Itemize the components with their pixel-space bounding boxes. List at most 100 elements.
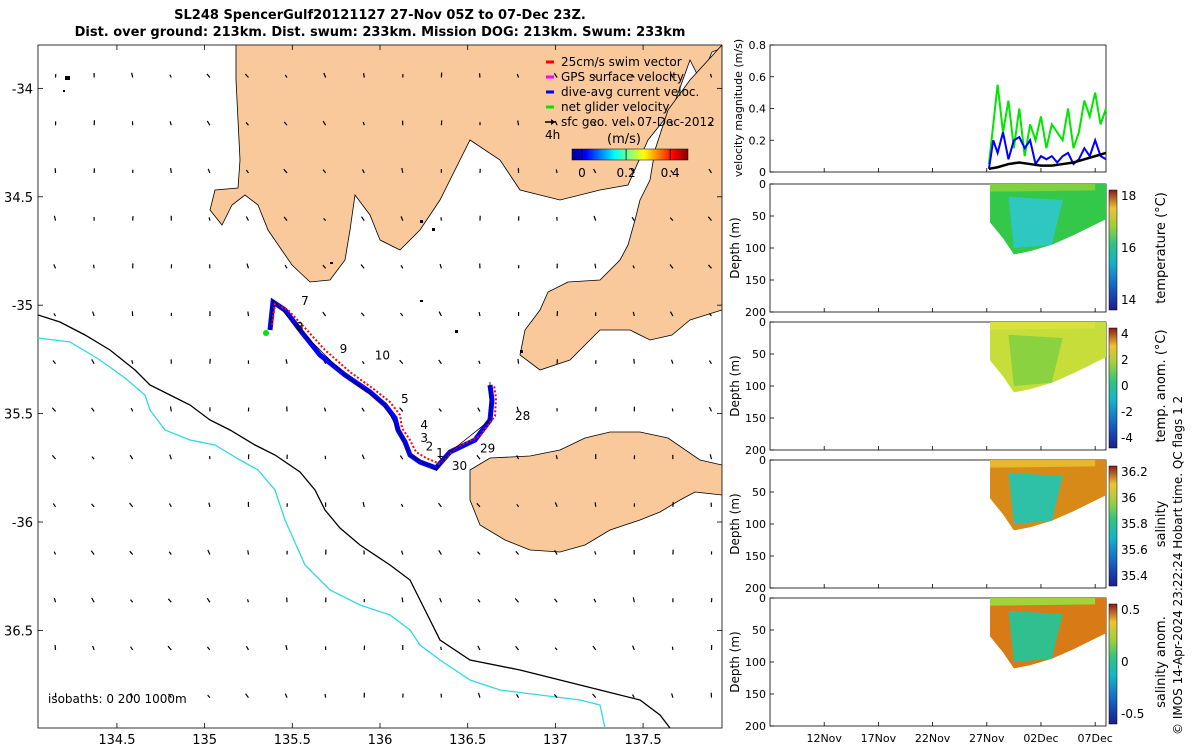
depth-ytick-label: 100 — [745, 518, 766, 531]
current-arrow — [247, 311, 250, 317]
current-arrow — [170, 167, 172, 174]
current-arrow — [594, 551, 597, 555]
current-arrow — [283, 121, 288, 126]
current-arrow — [631, 694, 635, 698]
current-arrow — [169, 74, 172, 78]
track-day-label: 9 — [340, 342, 348, 356]
depth-colorbar-tick-label: -0.5 — [1121, 707, 1144, 721]
depth-colorbar — [1108, 189, 1118, 311]
current-arrow — [360, 264, 365, 269]
time-tick-label: 12Nov — [806, 732, 842, 745]
time-axis: 12Nov 17Nov 22Nov 27Nov 02Dec 07Dec — [806, 168, 1113, 745]
depth-ylabel: Depth (m) — [728, 217, 742, 278]
map-xtick-label: 136.5 — [449, 733, 486, 748]
current-arrow — [206, 646, 211, 651]
current-arrow — [361, 407, 365, 412]
current-arrow — [516, 694, 520, 698]
current-arrow — [669, 121, 674, 126]
current-arrow — [322, 120, 327, 126]
depth-ytick-label: 50 — [752, 624, 766, 637]
velocity-series-line — [987, 132, 1107, 169]
velocity-panel: 0 0.2 0.4 0.6 0.8 velocity magnitude (m/s) — [732, 39, 1107, 179]
current-arrow — [168, 693, 172, 699]
current-arrow — [631, 74, 635, 78]
map-xtick-label: 136 — [368, 733, 393, 748]
current-arrow — [322, 169, 327, 174]
isobath-200m — [38, 314, 671, 728]
depth-colorbar-tick-label: 2 — [1121, 353, 1129, 367]
current-arrow — [515, 550, 520, 555]
current-arrow — [401, 167, 404, 174]
depth-panel-salinity_anom: 0 50 100 150 200 Depth (m) -0.5 0 0.5 salinity an… — [728, 592, 1169, 733]
current-arrow — [632, 311, 635, 317]
current-arrow — [323, 72, 327, 78]
depth-ytick-label: 0 — [759, 454, 766, 467]
current-arrow — [515, 645, 520, 651]
current-arrow — [283, 168, 288, 174]
track-day-label: 29 — [480, 442, 495, 456]
current-arrow — [555, 455, 558, 460]
depth-panel-temperature: 0 50 100 150 200 Depth (m) 14 16 18 temperature (… — [728, 178, 1169, 319]
depth-ytick-label: 150 — [745, 274, 766, 287]
current-arrow — [594, 502, 597, 507]
current-arrow — [671, 693, 674, 698]
legend-label: dive-avg current veloc. — [561, 85, 699, 99]
depth-ytick-label: 0 — [759, 178, 766, 191]
current-arrow — [437, 502, 442, 508]
current-arrow — [592, 74, 597, 78]
depth-colorbar — [1108, 603, 1118, 725]
current-arrow — [208, 217, 211, 221]
chart-title-line2: Dist. over ground: 213km. Dist. swum: 23… — [74, 25, 686, 40]
current-arrow — [206, 597, 211, 603]
current-arrow — [91, 503, 95, 508]
current-arrow — [708, 264, 712, 269]
current-arrow — [246, 263, 250, 269]
current-arrow — [670, 359, 674, 364]
depth-colorbar-label: salinity anom. — [1154, 616, 1169, 708]
velocity-ytick-label: 0.4 — [749, 103, 767, 116]
current-arrow — [169, 454, 172, 460]
current-arrow — [554, 120, 558, 126]
current-arrow — [52, 503, 57, 508]
velocity-series-line — [987, 84, 1107, 165]
current-arrow — [129, 454, 134, 460]
track-day-label: 10 — [375, 348, 390, 362]
current-arrow — [399, 407, 404, 412]
current-arrow — [438, 408, 442, 412]
depth-ytick-label: 150 — [745, 550, 766, 563]
depth-ytick-label: 50 — [752, 210, 766, 223]
isobath-1000m — [38, 337, 606, 728]
current-arrow — [553, 73, 558, 78]
current-arrow — [361, 169, 365, 174]
current-arrow — [554, 598, 558, 603]
colorbar-unit: (m/s) — [607, 132, 641, 147]
current-arrow — [361, 360, 365, 365]
current-arrow — [92, 645, 95, 651]
track-day-label: 5 — [401, 392, 409, 406]
map-ytick-label: 34.5 — [4, 191, 33, 206]
current-arrow — [208, 502, 211, 507]
colorbar-side-label: 4h — [545, 128, 560, 142]
current-arrow — [630, 121, 635, 126]
current-arrow — [632, 265, 635, 269]
section-data — [1008, 196, 1063, 248]
current-arrow — [285, 644, 288, 651]
time-tick-label: 02Dec — [1023, 732, 1058, 745]
current-arrow — [708, 406, 713, 412]
current-arrow — [92, 694, 95, 698]
current-arrow — [324, 693, 327, 698]
current-arrow — [91, 359, 95, 365]
current-arrow — [553, 694, 558, 699]
track-day-label: 28 — [515, 409, 530, 423]
depth-ytick-label: 100 — [745, 656, 766, 669]
velocity-series-line — [988, 151, 1107, 171]
depth-ylabel: Depth (m) — [728, 355, 742, 416]
current-arrow — [51, 407, 56, 412]
current-arrow — [206, 73, 211, 78]
section-data — [1008, 610, 1063, 662]
map-xtick-label: 137.5 — [624, 733, 661, 748]
velocity-series — [987, 84, 1107, 171]
depth-colorbar-tick-label: 4 — [1121, 327, 1129, 341]
